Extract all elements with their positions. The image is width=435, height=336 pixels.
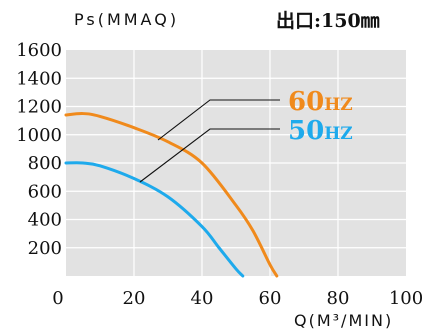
y-tick-label: 600 bbox=[28, 181, 62, 202]
legend-leaders bbox=[139, 99, 280, 183]
y-tick-label: 1400 bbox=[16, 68, 62, 89]
y-axis-label: Ps(MMAQ) bbox=[74, 10, 180, 29]
series-lines bbox=[64, 112, 279, 278]
leader-line-60hz bbox=[157, 99, 280, 141]
legend-label-60hz: 60HZ bbox=[288, 87, 353, 117]
x-ticks: 0 20 40 60 80 100 bbox=[52, 288, 423, 309]
series-line-50hz bbox=[64, 161, 245, 278]
legend-label-50hz: 50HZ bbox=[288, 116, 353, 146]
y-ticks: 200 400 600 800 1000 1200 1400 1600 bbox=[16, 40, 62, 259]
x-axis-label: Q(M³/MIN) bbox=[294, 311, 394, 330]
x-tick-label: 0 bbox=[52, 288, 63, 309]
x-tick-label: 40 bbox=[191, 288, 214, 309]
leader-line-50hz bbox=[139, 128, 280, 183]
x-tick-label: 20 bbox=[123, 288, 146, 309]
y-tick-label: 1200 bbox=[16, 97, 62, 118]
x-tick-label: 60 bbox=[259, 288, 282, 309]
y-tick-label: 200 bbox=[28, 238, 62, 259]
x-tick-label: 80 bbox=[327, 288, 350, 309]
y-tick-label: 1000 bbox=[16, 125, 62, 146]
y-tick-label: 800 bbox=[28, 153, 62, 174]
y-tick-label: 400 bbox=[28, 210, 62, 231]
chart-title: 出口:150㎜ bbox=[276, 10, 380, 32]
y-tick-label: 1600 bbox=[16, 40, 62, 61]
series-line-60hz bbox=[64, 112, 279, 278]
grid bbox=[66, 50, 406, 276]
x-tick-label: 100 bbox=[389, 288, 423, 309]
